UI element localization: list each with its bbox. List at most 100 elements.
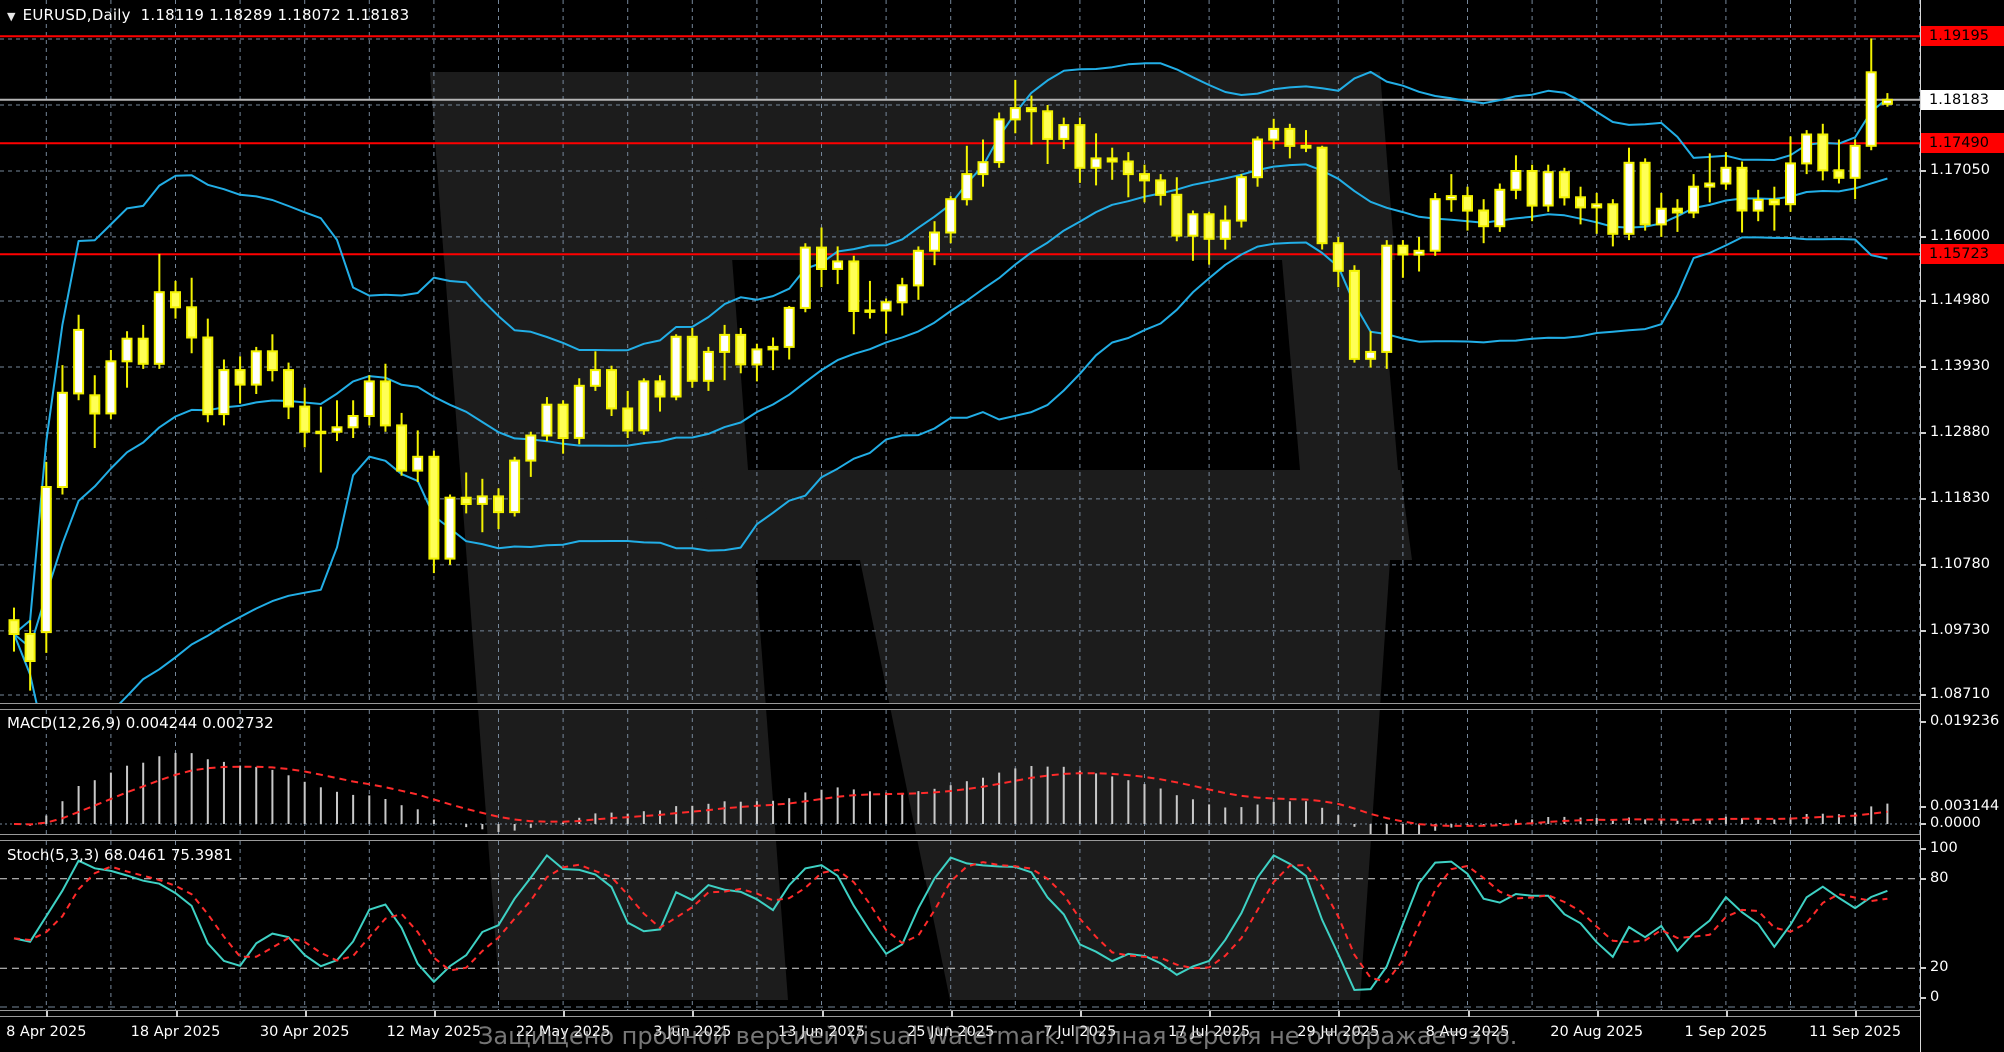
candle-body bbox=[541, 403, 553, 437]
watermark-logo-shape bbox=[430, 72, 788, 1000]
main-chart-canvas[interactable] bbox=[0, 0, 1920, 710]
stoch-value-signal: 75.3981 bbox=[170, 846, 233, 864]
bollinger-upper-band bbox=[13, 62, 1889, 635]
axis-tick bbox=[1920, 365, 1926, 368]
candle-body bbox=[1058, 124, 1070, 140]
price-axis-label: 1.16000 bbox=[1930, 227, 1990, 244]
candle-body bbox=[1688, 185, 1700, 214]
axis-tick bbox=[1920, 563, 1926, 566]
watermark-trial-text: Защищено пробной версией Visual Watermar… bbox=[478, 1022, 1518, 1050]
candle-body bbox=[702, 350, 714, 382]
macd-axis-label: 0.019236 bbox=[1930, 713, 2000, 730]
date-axis-label: 25 Jun 2025 bbox=[907, 1024, 995, 1040]
candle-body bbox=[686, 335, 698, 382]
date-axis-label: 12 May 2025 bbox=[386, 1024, 482, 1040]
candle-body bbox=[670, 335, 682, 398]
bollinger-lower-band bbox=[13, 236, 1888, 710]
candle-body bbox=[509, 459, 521, 514]
candle-body bbox=[977, 161, 989, 176]
date-axis-tick bbox=[1209, 1011, 1212, 1017]
candle-body bbox=[1042, 110, 1054, 140]
date-axis-tick bbox=[821, 1011, 824, 1017]
candle-body bbox=[606, 369, 617, 410]
candle-body bbox=[73, 328, 85, 395]
macd-panel-canvas[interactable] bbox=[0, 710, 1920, 834]
date-axis[interactable]: 8 Apr 2025 18 Apr 2025 30 Apr 2025 12 May 2… bbox=[0, 1011, 1920, 1052]
axis-tick bbox=[1920, 848, 1926, 850]
date-axis-label: 18 Apr 2025 bbox=[130, 1024, 221, 1040]
candle-body bbox=[1413, 249, 1425, 256]
date-axis-label: 29 Jul 2025 bbox=[1297, 1024, 1380, 1040]
candle-body bbox=[1494, 188, 1506, 228]
candle-body bbox=[1526, 170, 1538, 207]
axis-tick bbox=[1920, 497, 1926, 500]
candle-body bbox=[1122, 160, 1134, 176]
date-axis-tick bbox=[1338, 1011, 1341, 1017]
panel-separator-stoch[interactable] bbox=[0, 834, 1920, 841]
price-axis-label: 1.13930 bbox=[1930, 357, 1990, 374]
axis-tick bbox=[1920, 823, 1926, 825]
symbol-dropdown-icon[interactable]: ▼ bbox=[7, 10, 16, 23]
date-axis-label: 17 Jul 2025 bbox=[1168, 1024, 1251, 1040]
date-axis-tick bbox=[1725, 1011, 1728, 1017]
candle-body bbox=[1817, 133, 1829, 172]
panel-separator-dates[interactable] bbox=[0, 1010, 1920, 1017]
price-level-badge: 1.17490 bbox=[1921, 133, 2004, 154]
candle-body bbox=[1219, 219, 1231, 240]
candle-body bbox=[1090, 157, 1102, 169]
date-axis-label: 30 Apr 2025 bbox=[259, 1024, 350, 1040]
candle-body bbox=[654, 380, 666, 398]
candle-body bbox=[460, 496, 472, 506]
candle-body bbox=[929, 231, 940, 252]
candle-body bbox=[945, 198, 957, 234]
candle-body bbox=[1833, 169, 1845, 179]
date-axis-label: 1 Sep 2025 bbox=[1684, 1024, 1768, 1040]
quote-open: 1.18119 bbox=[140, 6, 205, 24]
candle-body bbox=[767, 345, 779, 351]
candle-body bbox=[1381, 244, 1393, 353]
candle-body bbox=[1203, 213, 1215, 240]
candle-body bbox=[557, 403, 569, 440]
candle-body bbox=[1445, 195, 1457, 201]
date-axis-label: 13 Jun 2025 bbox=[777, 1024, 866, 1040]
date-axis-tick bbox=[1596, 1011, 1599, 1017]
candle-body bbox=[1316, 146, 1328, 245]
candle-body bbox=[363, 380, 375, 417]
stoch-label: Stoch(5,3,3) 68.0461 75.3981 bbox=[7, 846, 233, 864]
candle-body bbox=[1155, 179, 1167, 196]
candle-body bbox=[1558, 171, 1570, 199]
date-axis-label: 8 Aug 2025 bbox=[1425, 1024, 1510, 1040]
price-axis-label: 1.08710 bbox=[1930, 685, 1990, 702]
candle-body bbox=[218, 369, 230, 416]
candle-body bbox=[266, 350, 278, 372]
panel-separator-macd[interactable] bbox=[0, 703, 1920, 710]
price-level-badge: 1.15723 bbox=[1921, 244, 2004, 265]
bollinger-middle-band bbox=[13, 163, 1888, 649]
macd-value-signal: 0.002732 bbox=[202, 714, 274, 732]
axis-tick bbox=[1920, 300, 1926, 303]
candle-body bbox=[1397, 244, 1409, 256]
candle-body bbox=[1268, 127, 1280, 141]
candle-body bbox=[1607, 203, 1619, 235]
price-axis-label: 1.17050 bbox=[1930, 161, 1990, 178]
axis-tick bbox=[1920, 967, 1926, 970]
axis-tick bbox=[1920, 877, 1926, 880]
date-axis-tick bbox=[1079, 1011, 1082, 1017]
candle-body bbox=[428, 455, 440, 560]
stoch-axis-label: 80 bbox=[1930, 869, 1949, 886]
candle-body bbox=[638, 380, 650, 432]
stoch-signal-line bbox=[13, 861, 1888, 984]
candle-body bbox=[1171, 193, 1183, 237]
candle-body bbox=[1752, 198, 1764, 212]
candle-body bbox=[186, 306, 198, 339]
candle-body bbox=[783, 306, 795, 348]
stoch-panel-canvas[interactable] bbox=[0, 841, 1920, 1010]
date-axis-tick bbox=[692, 1011, 695, 1017]
price-axis-label: 1.11830 bbox=[1930, 489, 1990, 506]
candle-body bbox=[396, 424, 408, 472]
price-axis[interactable]: 1.17050 1.16000 1.14980 1.13930 1.12880 1.118… bbox=[1920, 0, 2004, 1052]
price-level-badge: 1.19195 bbox=[1921, 26, 2004, 47]
date-axis-label: 3 Jun 2025 bbox=[653, 1024, 732, 1040]
candle-body bbox=[799, 246, 811, 309]
candle-body bbox=[589, 369, 601, 387]
